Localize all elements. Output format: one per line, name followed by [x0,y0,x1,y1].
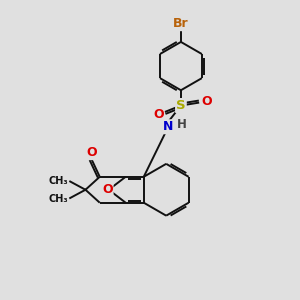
Text: O: O [201,94,212,108]
Text: O: O [102,183,112,196]
Text: O: O [86,146,97,159]
Text: CH₃: CH₃ [48,194,68,204]
Text: O: O [153,108,164,121]
Text: N: N [164,120,174,133]
Text: Br: Br [173,17,189,30]
Text: H: H [177,118,187,131]
Text: CH₃: CH₃ [48,176,68,186]
Text: S: S [176,99,186,112]
